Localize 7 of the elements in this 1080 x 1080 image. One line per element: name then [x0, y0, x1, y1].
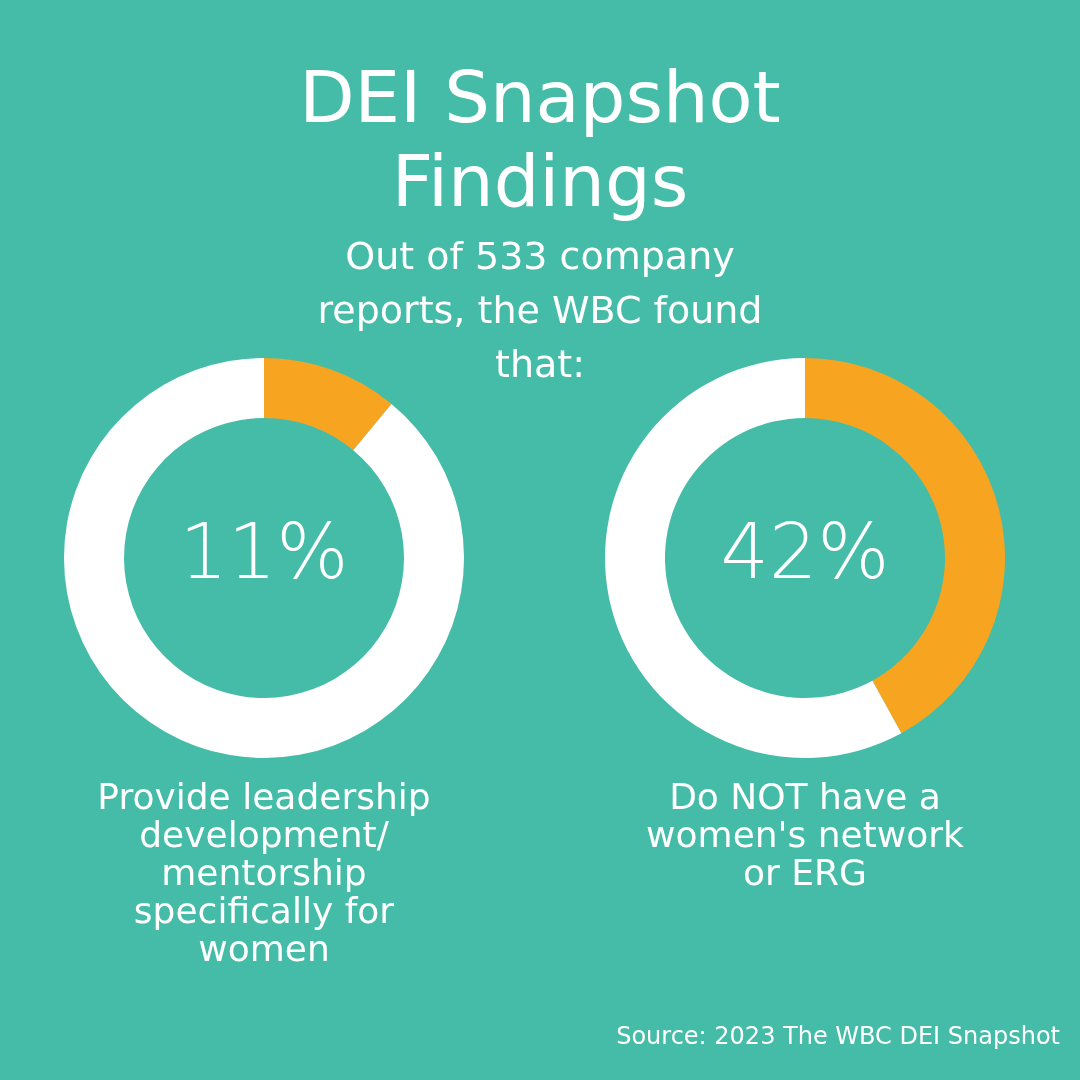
text: Do NOT have a women's network or ERG: [645, 776, 965, 893]
data-label: 11%: [179, 506, 349, 596]
text: Out of 533 company reports, the WBC found that:: [316, 233, 764, 388]
source-note: Source: 2023 The WBC DEI Snapshot: [616, 1022, 1060, 1050]
data-label: 42%: [720, 506, 890, 596]
text: Provide leadership development/ mentorship specifically for women: [96, 776, 432, 969]
chart-title: DEI Snapshot Findings: [298, 55, 782, 223]
